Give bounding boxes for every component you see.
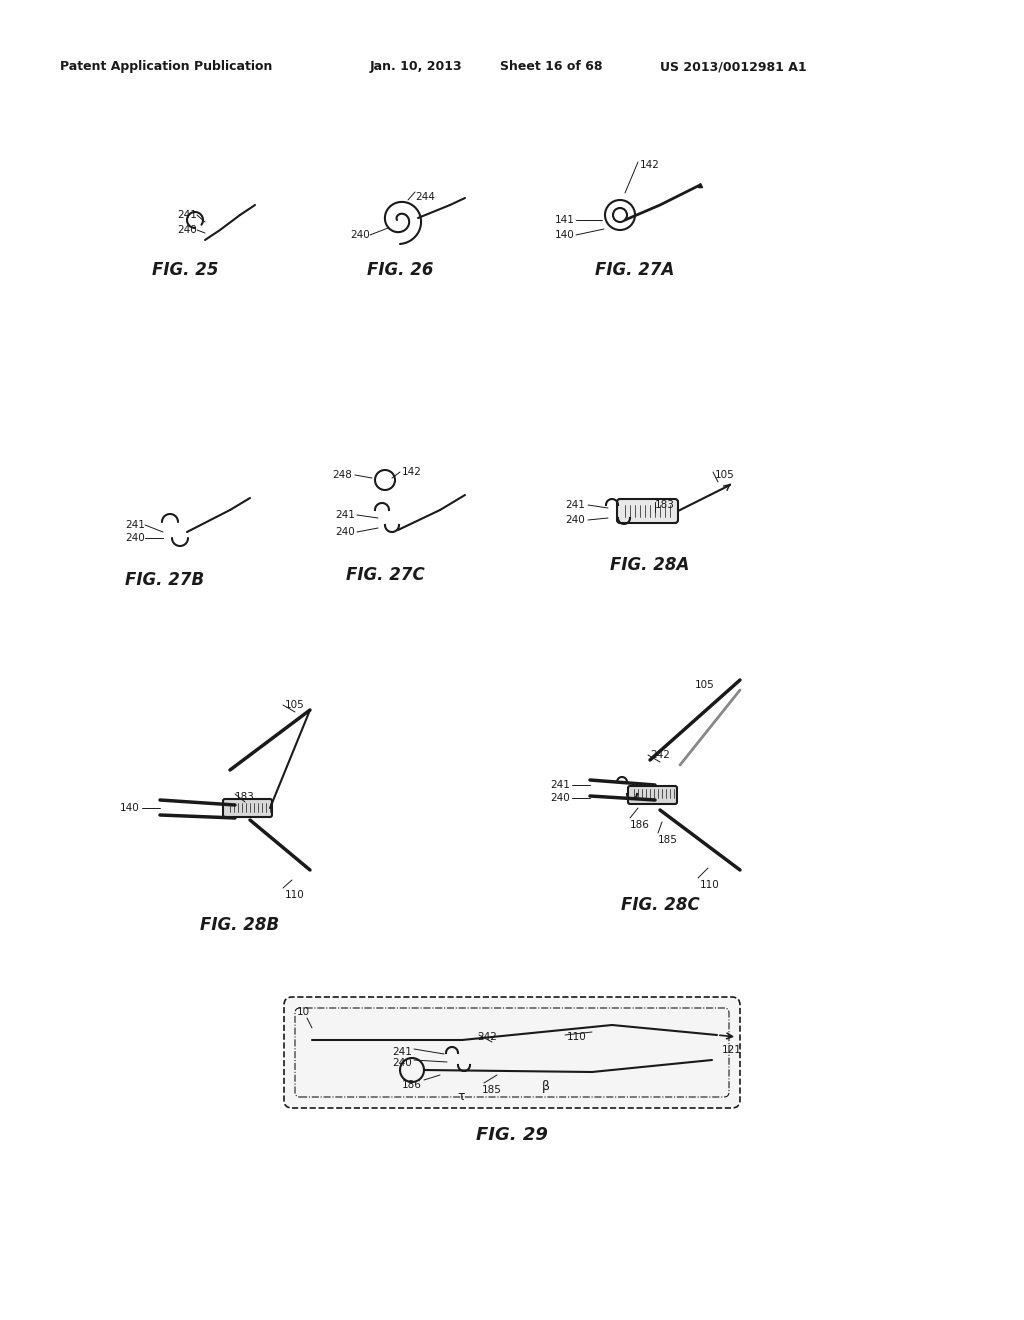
Text: 141: 141 <box>555 215 575 224</box>
Text: 240: 240 <box>125 533 145 543</box>
Text: 110: 110 <box>700 880 720 890</box>
Text: 240: 240 <box>177 224 197 235</box>
Text: FIG. 27B: FIG. 27B <box>125 572 205 589</box>
Text: 110: 110 <box>567 1032 587 1041</box>
FancyBboxPatch shape <box>628 785 677 804</box>
Text: FIG. 29: FIG. 29 <box>476 1126 548 1144</box>
Text: 241: 241 <box>177 210 197 220</box>
Text: 241: 241 <box>392 1047 412 1057</box>
Text: 183: 183 <box>234 792 255 803</box>
Text: 105: 105 <box>715 470 735 480</box>
Text: US 2013/0012981 A1: US 2013/0012981 A1 <box>660 59 807 73</box>
Text: 140: 140 <box>120 803 140 813</box>
Text: 241: 241 <box>125 520 145 531</box>
Text: FIG. 28A: FIG. 28A <box>610 556 690 574</box>
Text: FIG. 26: FIG. 26 <box>367 261 433 279</box>
Text: 244: 244 <box>415 191 435 202</box>
Text: 183: 183 <box>655 500 675 510</box>
Text: Jan. 10, 2013: Jan. 10, 2013 <box>370 59 463 73</box>
Text: 105: 105 <box>285 700 305 710</box>
Text: τ: τ <box>457 1090 465 1104</box>
Text: 241: 241 <box>335 510 355 520</box>
FancyBboxPatch shape <box>223 799 272 817</box>
Text: FIG. 28B: FIG. 28B <box>201 916 280 935</box>
Text: 142: 142 <box>640 160 659 170</box>
Text: 185: 185 <box>658 836 678 845</box>
Text: 186: 186 <box>402 1080 422 1090</box>
Text: 110: 110 <box>285 890 305 900</box>
Text: 105: 105 <box>695 680 715 690</box>
Text: FIG. 28C: FIG. 28C <box>621 896 699 913</box>
Text: 10: 10 <box>297 1007 310 1016</box>
Text: 242: 242 <box>477 1032 497 1041</box>
Text: 240: 240 <box>350 230 370 240</box>
Text: FIG. 25: FIG. 25 <box>152 261 218 279</box>
Text: 240: 240 <box>335 527 355 537</box>
Text: 121: 121 <box>722 1045 741 1055</box>
Text: Patent Application Publication: Patent Application Publication <box>60 59 272 73</box>
Text: 241: 241 <box>565 500 585 510</box>
Text: 240: 240 <box>565 515 585 525</box>
Text: 248: 248 <box>332 470 352 480</box>
Text: FIG. 27A: FIG. 27A <box>595 261 675 279</box>
Text: 240: 240 <box>392 1059 412 1068</box>
Text: 186: 186 <box>630 820 650 830</box>
Text: FIG. 27C: FIG. 27C <box>346 566 424 583</box>
Text: β: β <box>542 1080 550 1093</box>
FancyBboxPatch shape <box>617 499 678 523</box>
Text: 140: 140 <box>555 230 575 240</box>
Text: 142: 142 <box>402 467 422 477</box>
FancyBboxPatch shape <box>284 997 740 1107</box>
Text: 185: 185 <box>482 1085 502 1096</box>
Text: 241: 241 <box>550 780 570 789</box>
Text: 240: 240 <box>550 793 570 803</box>
Text: Sheet 16 of 68: Sheet 16 of 68 <box>500 59 602 73</box>
Text: 242: 242 <box>650 750 670 760</box>
